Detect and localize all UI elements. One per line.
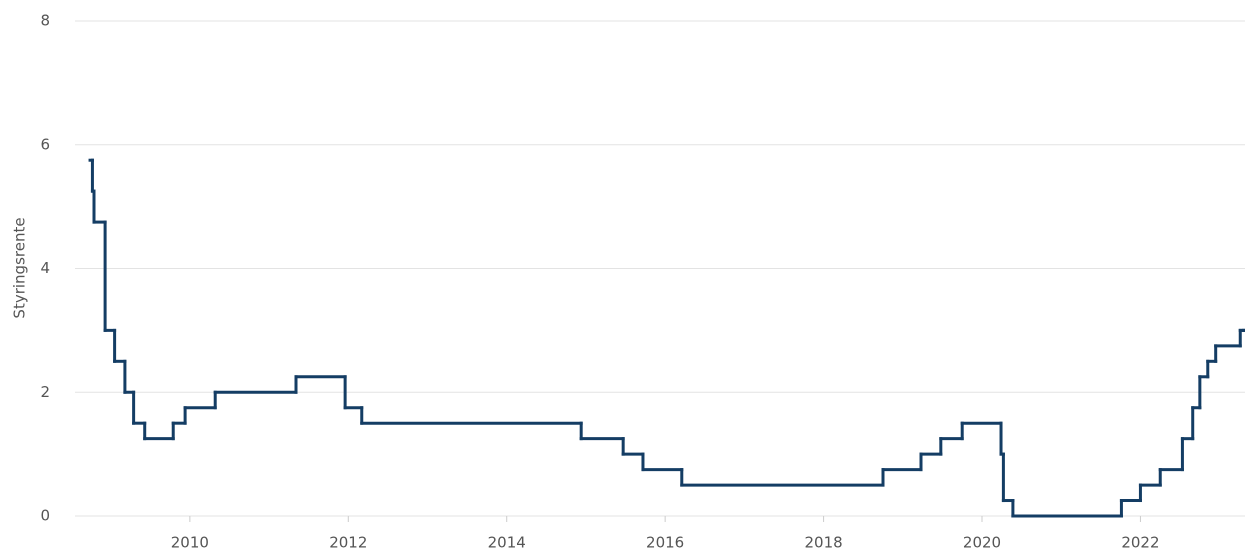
x-tick-label: 2022 [1121, 534, 1159, 552]
x-tick-label: 2014 [488, 534, 526, 552]
y-tick-label: 4 [40, 259, 50, 277]
x-tick-label: 2010 [171, 534, 209, 552]
y-tick-label: 2 [40, 383, 50, 401]
x-tick-label: 2012 [329, 534, 367, 552]
y-axis-label: Styringsrente [11, 217, 29, 318]
x-tick-label: 2018 [804, 534, 842, 552]
x-tick-label: 2016 [646, 534, 684, 552]
y-tick-label: 8 [40, 12, 50, 30]
y-tick-label: 0 [40, 507, 50, 525]
y-tick-label: 6 [40, 135, 50, 153]
x-tick-label: 2020 [963, 534, 1001, 552]
